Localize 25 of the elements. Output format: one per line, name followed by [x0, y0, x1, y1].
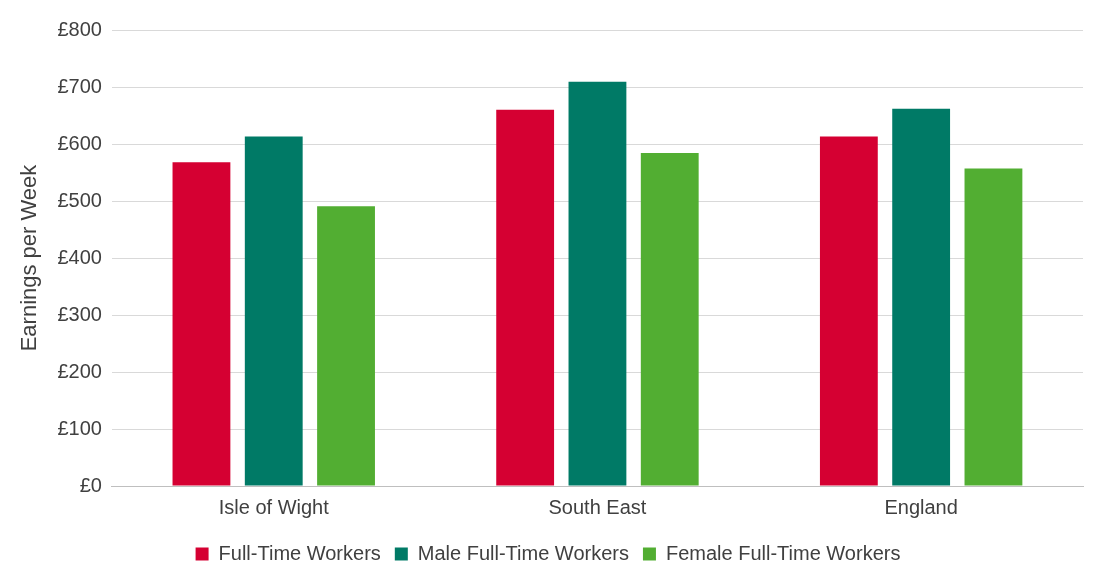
bar: [317, 206, 375, 486]
y-tick-label: £600: [57, 131, 102, 154]
bar: [244, 136, 303, 486]
y-tick-label: £700: [57, 74, 102, 97]
bar: [496, 109, 555, 486]
y-axis-title: Earnings per Week: [16, 163, 42, 352]
x-tick-label: Isle of Wight: [218, 495, 330, 518]
y-tick-label: £300: [57, 302, 102, 325]
bar: [964, 168, 1023, 486]
y-tick-label: £0: [79, 473, 102, 496]
x-tick-label: England: [884, 495, 958, 518]
legend-label: Full-Time Workers: [218, 541, 381, 564]
y-tick-label: £100: [57, 416, 102, 439]
bar: [640, 153, 699, 486]
bar: [172, 162, 231, 486]
y-tick-label: £200: [57, 359, 102, 382]
bar: [819, 136, 878, 486]
y-tick-label: £800: [57, 17, 102, 40]
bar: [892, 108, 951, 486]
x-tick-label: South East: [548, 495, 647, 518]
y-tick-label: £500: [57, 188, 102, 211]
legend-label: Female Full-Time Workers: [665, 541, 901, 564]
legend-label: Male Full-Time Workers: [417, 541, 629, 564]
bar: [568, 81, 627, 486]
y-tick-label: £400: [57, 245, 102, 268]
